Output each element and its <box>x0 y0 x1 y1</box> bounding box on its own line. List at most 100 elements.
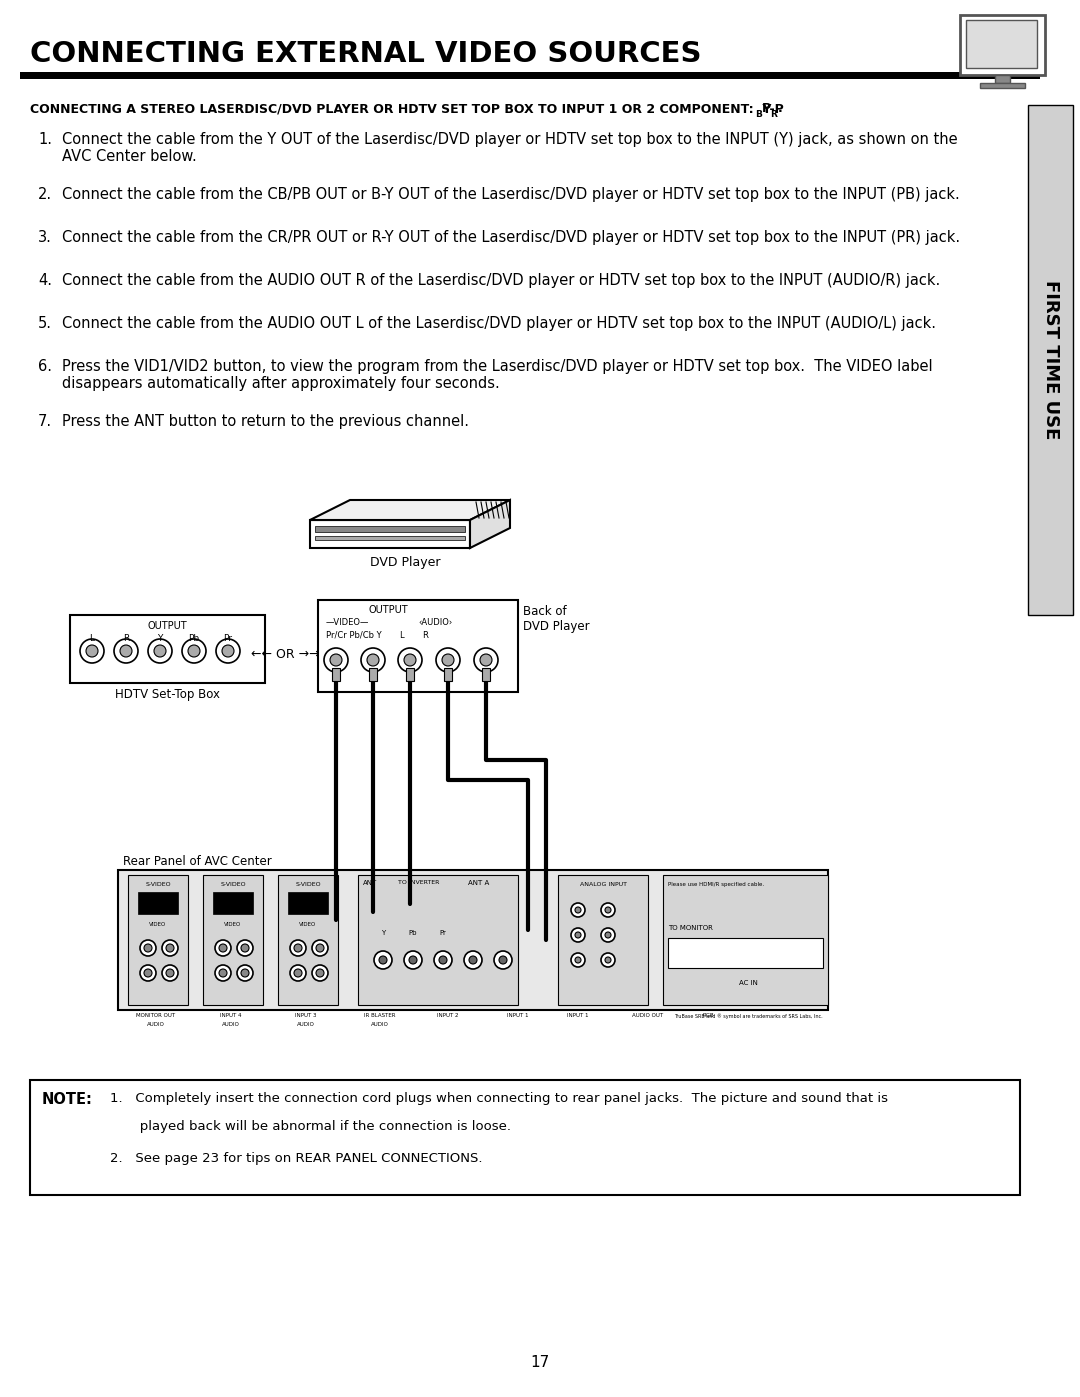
Bar <box>995 75 1010 82</box>
Text: Connect the cable from the AUDIO OUT R of the Laserdisc/DVD player or HDTV set t: Connect the cable from the AUDIO OUT R o… <box>62 272 941 288</box>
Polygon shape <box>406 668 414 680</box>
Circle shape <box>600 928 615 942</box>
Text: INPUT 1: INPUT 1 <box>567 1013 589 1018</box>
Circle shape <box>605 907 611 914</box>
Text: NOTE:: NOTE: <box>42 1092 93 1106</box>
Text: INPUT 4: INPUT 4 <box>220 1013 242 1018</box>
Circle shape <box>438 956 447 964</box>
Circle shape <box>162 965 178 981</box>
Text: AUDIO OUT: AUDIO OUT <box>633 1013 663 1018</box>
Bar <box>129 875 188 1004</box>
Circle shape <box>374 951 392 970</box>
Bar <box>1028 105 1074 615</box>
Text: 4.: 4. <box>38 272 52 288</box>
Circle shape <box>442 654 454 666</box>
Circle shape <box>312 940 328 956</box>
Text: RGB: RGB <box>702 1013 714 1018</box>
Circle shape <box>294 970 302 977</box>
Circle shape <box>216 638 240 664</box>
Text: Rear Panel of AVC Center: Rear Panel of AVC Center <box>123 855 272 868</box>
Circle shape <box>404 654 416 666</box>
Circle shape <box>361 648 384 672</box>
Text: 2.   See page 23 for tips on REAR PANEL CONNECTIONS.: 2. See page 23 for tips on REAR PANEL CO… <box>110 1153 483 1165</box>
Circle shape <box>183 638 206 664</box>
Circle shape <box>222 645 234 657</box>
Circle shape <box>605 932 611 937</box>
Text: .: . <box>778 102 783 115</box>
Text: 5.: 5. <box>38 316 52 331</box>
Text: S-VIDEO: S-VIDEO <box>295 882 321 887</box>
Circle shape <box>571 902 585 916</box>
Text: —VIDEO—: —VIDEO— <box>326 617 369 627</box>
Circle shape <box>215 940 231 956</box>
Text: VIDEO: VIDEO <box>149 922 166 928</box>
Circle shape <box>494 951 512 970</box>
Circle shape <box>330 654 342 666</box>
Text: AUDIO: AUDIO <box>147 1023 165 1027</box>
Polygon shape <box>310 500 510 520</box>
Text: VIDEO: VIDEO <box>299 922 316 928</box>
Circle shape <box>144 970 152 977</box>
Circle shape <box>219 970 227 977</box>
Text: R: R <box>123 634 130 643</box>
Circle shape <box>316 970 324 977</box>
Bar <box>315 527 465 532</box>
Circle shape <box>162 940 178 956</box>
Circle shape <box>571 928 585 942</box>
Text: Pr: Pr <box>440 930 446 936</box>
Text: CONNECTING EXTERNAL VIDEO SOURCES: CONNECTING EXTERNAL VIDEO SOURCES <box>30 41 702 68</box>
Text: Pr/Cr Pb/Cb Y       L       R: Pr/Cr Pb/Cb Y L R <box>326 630 429 638</box>
Circle shape <box>294 944 302 951</box>
Bar <box>288 893 328 914</box>
Text: Y: Y <box>158 634 163 643</box>
Circle shape <box>367 654 379 666</box>
Bar <box>315 536 465 541</box>
Text: 17: 17 <box>530 1355 550 1370</box>
Circle shape <box>241 944 249 951</box>
Circle shape <box>237 965 253 981</box>
Text: Press the VID1/VID2 button, to view the program from the Laserdisc/DVD player or: Press the VID1/VID2 button, to view the … <box>62 359 933 391</box>
Text: ANT A: ANT A <box>468 880 489 886</box>
Circle shape <box>434 951 453 970</box>
Text: P: P <box>762 102 771 115</box>
Text: 2.: 2. <box>38 187 52 203</box>
Bar <box>357 875 518 1004</box>
Text: R: R <box>770 110 777 119</box>
Circle shape <box>188 645 200 657</box>
Text: MONITOR OUT: MONITOR OUT <box>136 1013 176 1018</box>
Polygon shape <box>482 668 490 680</box>
Text: HDTV Set-Top Box: HDTV Set-Top Box <box>114 687 220 701</box>
Text: 6.: 6. <box>38 359 52 374</box>
Bar <box>669 937 823 968</box>
Circle shape <box>575 907 581 914</box>
Text: 1.: 1. <box>38 131 52 147</box>
Text: VIDEO: VIDEO <box>225 922 242 928</box>
Bar <box>21 73 1040 80</box>
Text: IR BLASTER: IR BLASTER <box>364 1013 395 1018</box>
Circle shape <box>120 645 132 657</box>
Text: AUDIO: AUDIO <box>222 1023 240 1027</box>
Circle shape <box>474 648 498 672</box>
Polygon shape <box>369 668 377 680</box>
Bar <box>310 520 470 548</box>
Text: S-VIDEO: S-VIDEO <box>220 882 246 887</box>
Circle shape <box>86 645 98 657</box>
Text: INPUT 3: INPUT 3 <box>295 1013 316 1018</box>
Bar <box>138 893 178 914</box>
Bar <box>278 875 338 1004</box>
Text: Connect the cable from the Y OUT of the Laserdisc/DVD player or HDTV set top box: Connect the cable from the Y OUT of the … <box>62 131 958 165</box>
Circle shape <box>140 965 156 981</box>
Circle shape <box>219 944 227 951</box>
Text: CONNECTING A STEREO LASERDISC/DVD PLAYER OR HDTV SET TOP BOX TO INPUT 1 OR 2 COM: CONNECTING A STEREO LASERDISC/DVD PLAYER… <box>30 102 784 115</box>
Text: 3.: 3. <box>38 231 52 244</box>
Circle shape <box>114 638 138 664</box>
Circle shape <box>600 953 615 967</box>
Circle shape <box>291 940 306 956</box>
Text: Connect the cable from the CR/PR OUT or R-Y OUT of the Laserdisc/DVD player or H: Connect the cable from the CR/PR OUT or … <box>62 231 960 244</box>
Text: Pb: Pb <box>188 634 200 643</box>
Text: Please use HDMI/R specified cable.: Please use HDMI/R specified cable. <box>669 882 765 887</box>
Text: TO INVERTER: TO INVERTER <box>399 880 440 886</box>
Polygon shape <box>444 668 453 680</box>
Circle shape <box>316 944 324 951</box>
Bar <box>70 615 265 683</box>
